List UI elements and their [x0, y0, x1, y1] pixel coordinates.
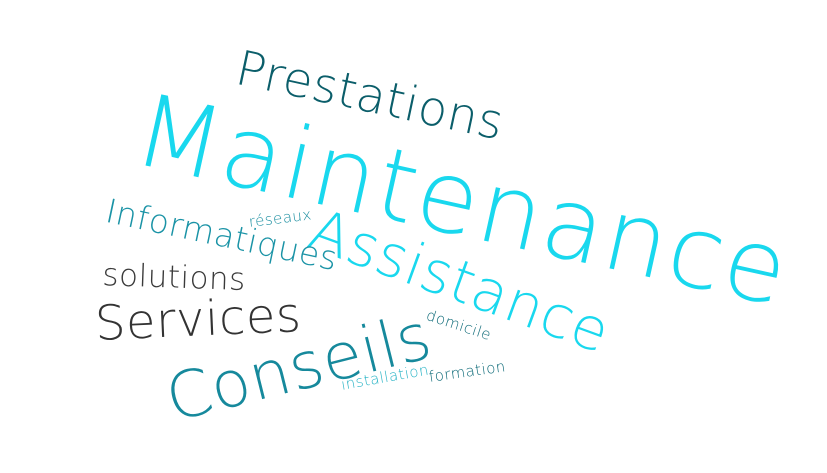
word-reseaux: réseaux [247, 205, 313, 231]
word-formation: formation [427, 357, 507, 386]
